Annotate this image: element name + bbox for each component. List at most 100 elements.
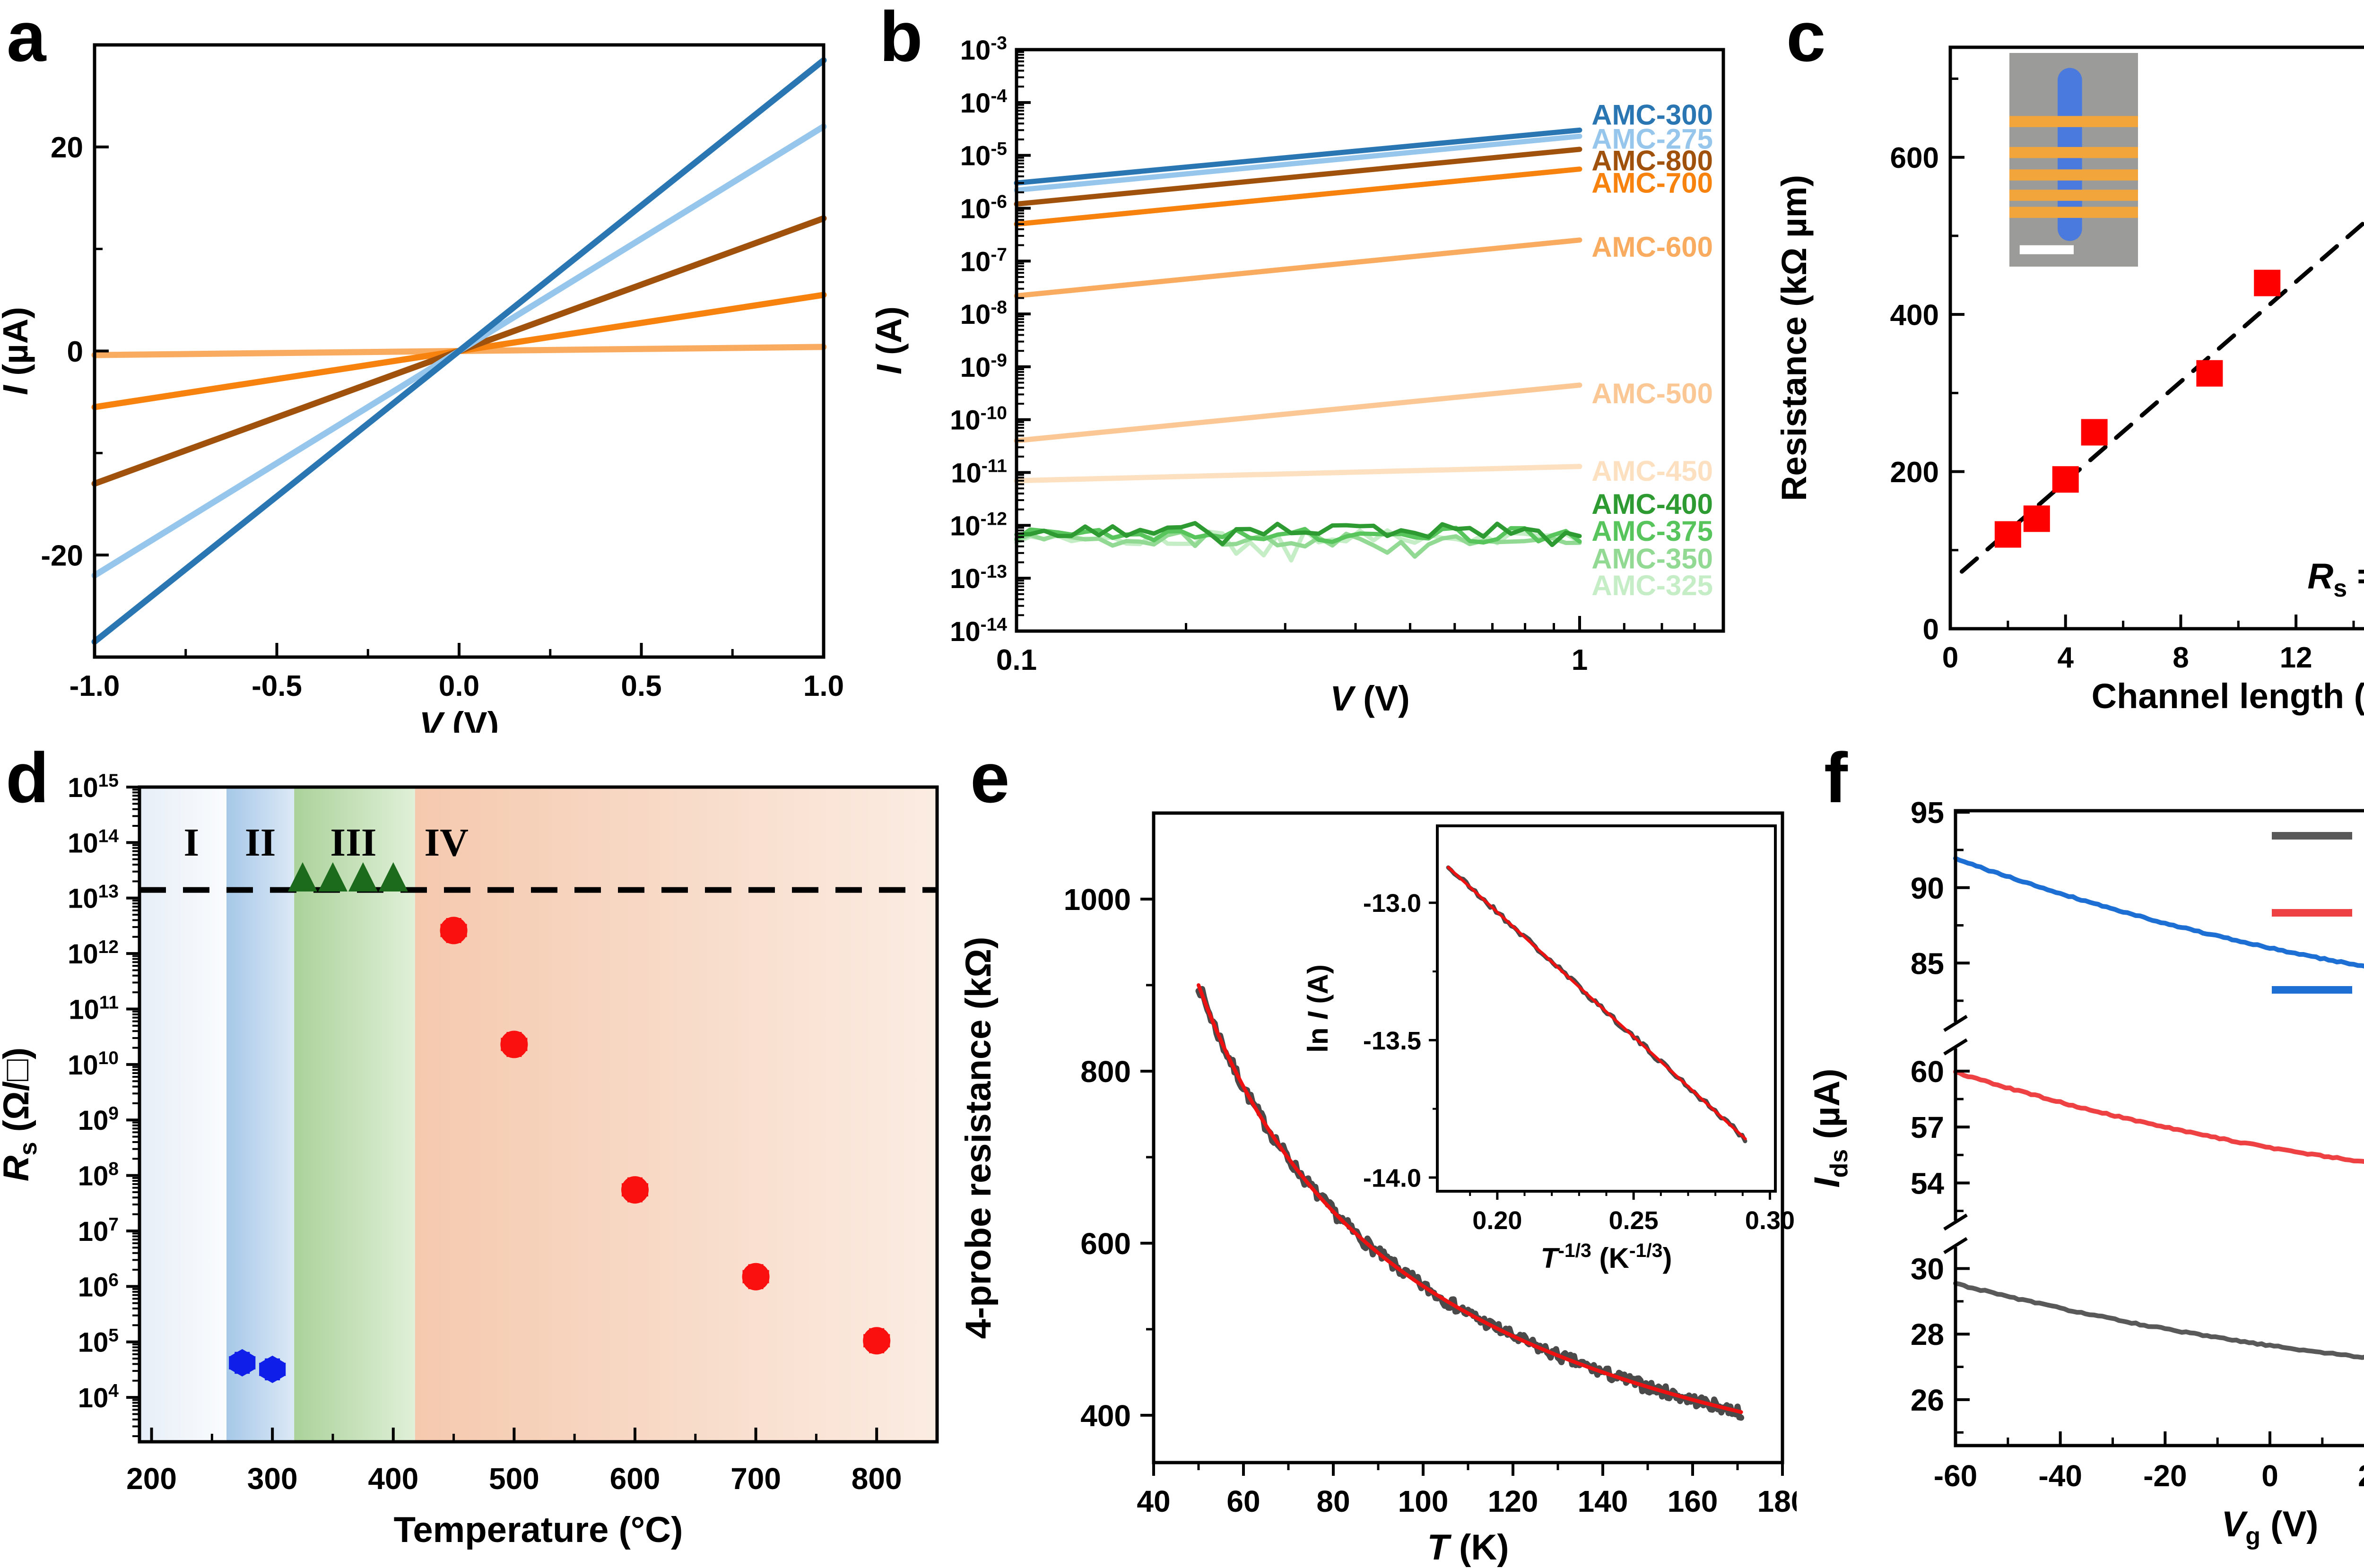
svg-text:0.20: 0.20 <box>1472 1206 1522 1235</box>
svg-text:0.1: 0.1 <box>996 644 1037 676</box>
svg-text:100: 100 <box>1398 1484 1449 1518</box>
svg-text:10-5: 10-5 <box>960 139 1007 172</box>
svg-text:600: 600 <box>610 1462 661 1496</box>
svg-text:500: 500 <box>489 1462 539 1496</box>
svg-text:Resistance (kΩ µm): Resistance (kΩ µm) <box>1774 175 1814 501</box>
svg-text:AMC-325: AMC-325 <box>1591 570 1713 601</box>
svg-text:AMC-700: AMC-700 <box>1591 167 1713 199</box>
svg-text:T (K): T (K) <box>1427 1527 1509 1568</box>
svg-text:V (V): V (V) <box>419 705 499 733</box>
chart-e: 40 60 80 100 120 140 160 180 400 600 800 1000 T (K) 4… <box>958 811 1797 1568</box>
panel-letter-c: c <box>1786 0 1826 76</box>
svg-text:-20: -20 <box>2143 1459 2187 1493</box>
svg-text:-13.0: -13.0 <box>1363 889 1421 918</box>
svg-text:0.5: 0.5 <box>621 670 661 702</box>
svg-text:1010: 1010 <box>68 1048 119 1081</box>
svg-text:109: 109 <box>78 1103 119 1136</box>
svg-text:300: 300 <box>247 1462 298 1496</box>
svg-text:20: 20 <box>2358 1459 2364 1493</box>
svg-text:200: 200 <box>1890 456 1939 489</box>
svg-text:AMC-600: AMC-600 <box>1591 231 1713 263</box>
svg-text:108: 108 <box>78 1159 119 1192</box>
svg-text:Ids (µA): Ids (µA) <box>1807 1068 1853 1187</box>
svg-text:II: II <box>245 821 276 865</box>
svg-text:I (µA): I (µA) <box>0 307 35 395</box>
svg-text:57: 57 <box>1911 1110 1944 1144</box>
panel-b: b AMC-300 AMC-275 AMC-800 AMC-700 AMC-600 AMC… <box>860 0 1759 733</box>
svg-text:4: 4 <box>2057 641 2074 674</box>
svg-text:600: 600 <box>1890 142 1939 174</box>
svg-text:AMC-350: AMC-350 <box>1591 543 1713 575</box>
svg-text:0: 0 <box>1942 641 1958 674</box>
svg-text:200: 200 <box>126 1462 177 1496</box>
chart-d: I II III IV10410510610710810910101011101210… <box>0 771 939 1550</box>
panel-letter-e: e <box>970 738 1010 817</box>
svg-text:90: 90 <box>1911 871 1944 905</box>
svg-text:1011: 1011 <box>69 992 119 1025</box>
panel-c: c 0481216200200400600Channel length (µm)… <box>1759 0 2364 733</box>
svg-text:III: III <box>330 821 376 865</box>
svg-text:60: 60 <box>1226 1484 1260 1518</box>
svg-text:80: 80 <box>1316 1484 1350 1518</box>
svg-text:4-probe resistance (kΩ): 4-probe resistance (kΩ) <box>958 937 999 1339</box>
svg-text:-13.5: -13.5 <box>1363 1027 1421 1055</box>
svg-text:28: 28 <box>1911 1317 1944 1351</box>
svg-text:0.25: 0.25 <box>1609 1206 1659 1235</box>
panel-letter-d: d <box>6 738 49 817</box>
svg-text:160: 160 <box>1668 1484 1718 1518</box>
svg-text:26: 26 <box>1911 1383 1944 1417</box>
svg-text:-20: -20 <box>41 539 83 572</box>
chart-a: -1.0 -0.5 0.0 0.5 1.0 -20 0 20 V (V) I (µA) <box>0 43 844 733</box>
svg-text:AMC-275: AMC-275 <box>1591 123 1713 155</box>
svg-text:Temperature (°C): Temperature (°C) <box>394 1510 683 1550</box>
svg-text:10-12: 10-12 <box>950 509 1007 541</box>
panel-letter-b: b <box>879 0 923 76</box>
svg-text:AMC-500: AMC-500 <box>1591 378 1713 409</box>
svg-text:Rs (Ω/□): Rs (Ω/□) <box>0 1048 42 1182</box>
svg-text:-60: -60 <box>1934 1459 1978 1493</box>
svg-text:400: 400 <box>1890 299 1939 331</box>
svg-text:120: 120 <box>1488 1484 1538 1518</box>
svg-text:10-3: 10-3 <box>960 33 1007 66</box>
svg-text:105: 105 <box>78 1325 119 1358</box>
svg-text:AMC-300: AMC-300 <box>1591 99 1713 131</box>
svg-text:40: 40 <box>1137 1484 1170 1518</box>
svg-text:10-7: 10-7 <box>960 244 1007 277</box>
svg-text:600: 600 <box>1080 1227 1131 1261</box>
chart-c: 0481216200200400600Channel length (µm)Re… <box>1774 45 2364 716</box>
panel-letter-a: a <box>7 0 46 76</box>
svg-text:10-8: 10-8 <box>960 297 1007 330</box>
svg-text:Rs = 31.8 kΩ/□: Rs = 31.8 kΩ/□ <box>2307 556 2364 602</box>
svg-text:-14.0: -14.0 <box>1363 1164 1421 1192</box>
svg-text:800: 800 <box>852 1462 902 1496</box>
svg-text:10-9: 10-9 <box>960 350 1007 383</box>
panel-d: d I II III IV 104 105 106 107 108 109 1010 1011 1012… <box>0 733 946 1568</box>
svg-text:8: 8 <box>2173 641 2189 674</box>
svg-text:0: 0 <box>1923 613 1939 646</box>
svg-text:10-10: 10-10 <box>950 403 1007 436</box>
svg-text:T-1/3 (K-1/3): T-1/3 (K-1/3) <box>1541 1239 1672 1274</box>
panel-letter-f: f <box>1824 738 1848 817</box>
svg-text:30: 30 <box>1911 1252 1944 1286</box>
svg-text:1015: 1015 <box>68 771 119 803</box>
svg-text:104: 104 <box>78 1381 119 1413</box>
svg-text:I (A): I (A) <box>869 306 909 374</box>
svg-text:Channel length (µm): Channel length (µm) <box>2092 676 2364 716</box>
panel-a: a -1.0 -0.5 0.0 0.5 1.0 -20 0 20 V (V) I (µA) <box>0 0 860 733</box>
svg-text:AMC-450: AMC-450 <box>1591 455 1713 487</box>
svg-text:1014: 1014 <box>68 826 119 858</box>
svg-text:60: 60 <box>1911 1055 1944 1089</box>
svg-text:-40: -40 <box>2038 1459 2082 1493</box>
svg-text:0.0: 0.0 <box>439 670 479 702</box>
svg-text:10-4: 10-4 <box>960 86 1008 119</box>
svg-text:107: 107 <box>78 1214 119 1247</box>
svg-text:1012: 1012 <box>68 937 119 970</box>
svg-text:IV: IV <box>425 821 469 865</box>
svg-text:0.30: 0.30 <box>1745 1206 1795 1235</box>
svg-text:I: I <box>184 821 200 865</box>
svg-text:10-11: 10-11 <box>951 456 1007 489</box>
svg-text:12: 12 <box>2280 641 2312 674</box>
